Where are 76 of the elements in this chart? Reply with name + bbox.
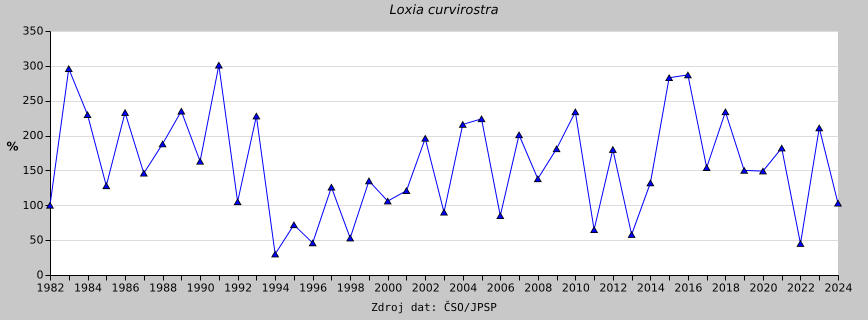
x-tick-label: 2018 xyxy=(712,282,740,294)
y-tick-label: 150 xyxy=(22,164,44,177)
y-tick-label: 250 xyxy=(22,94,44,108)
point xyxy=(515,132,523,138)
point xyxy=(384,198,392,204)
point xyxy=(778,144,786,152)
point xyxy=(722,108,730,116)
x-tick-label: 1996 xyxy=(299,282,328,294)
x-tick-label: 1992 xyxy=(224,282,252,294)
point xyxy=(702,164,710,171)
x-tick-label: 2022 xyxy=(786,282,815,294)
y-tick-label: 0 xyxy=(36,268,44,282)
text: Zdroj dat: ČSO/JPSP xyxy=(370,301,498,314)
y-tick-label: 200 xyxy=(22,129,44,142)
x-tick-label: 2024 xyxy=(824,282,852,294)
x-tick-label: 2006 xyxy=(486,282,515,294)
point xyxy=(215,62,223,68)
x-tick-label: 2014 xyxy=(636,282,665,294)
point xyxy=(552,146,560,152)
point xyxy=(252,112,260,120)
x-tick-label: 1990 xyxy=(186,282,215,294)
point xyxy=(628,231,636,238)
point xyxy=(308,240,316,246)
point xyxy=(290,222,298,228)
point xyxy=(478,116,486,122)
y-tick-label: 100 xyxy=(22,198,44,212)
chart-title: Loxia curvirostra xyxy=(389,3,499,18)
x-tick-label: 2000 xyxy=(374,282,402,294)
point xyxy=(346,234,354,242)
point xyxy=(178,108,186,114)
y-axis-title: % xyxy=(6,140,19,154)
point xyxy=(572,108,580,116)
x-tick-label: 1988 xyxy=(149,282,178,294)
point xyxy=(740,167,748,174)
x-tick-label: 2020 xyxy=(749,282,778,294)
point xyxy=(796,240,804,247)
point xyxy=(328,184,336,190)
y-tick-label: 350 xyxy=(22,24,44,38)
point xyxy=(46,202,54,209)
point xyxy=(684,72,692,78)
point xyxy=(440,208,448,216)
point xyxy=(834,200,842,206)
x-tick-label: 2002 xyxy=(412,282,440,294)
point xyxy=(234,198,242,206)
point xyxy=(665,74,673,82)
point xyxy=(140,170,148,177)
point xyxy=(421,135,429,142)
x-tick-label: 2008 xyxy=(524,282,552,294)
point xyxy=(609,146,617,153)
x-tick-label: 1984 xyxy=(74,282,102,294)
point xyxy=(646,180,654,186)
point xyxy=(158,140,166,148)
point xyxy=(121,109,129,116)
point xyxy=(271,250,279,258)
point xyxy=(459,121,467,128)
point xyxy=(815,124,823,132)
point xyxy=(590,226,598,233)
y-tick-label: 50 xyxy=(30,234,44,247)
x-tick-label: 2012 xyxy=(599,282,628,294)
point xyxy=(402,187,410,194)
point xyxy=(534,175,542,182)
x-tick-label: 1998 xyxy=(336,282,365,294)
x-tick-label: 2016 xyxy=(674,282,702,294)
point xyxy=(102,182,110,190)
x-tick-label: 1994 xyxy=(262,282,290,294)
point xyxy=(496,212,504,220)
point xyxy=(196,158,204,165)
point xyxy=(84,111,92,118)
y-tick-label: 300 xyxy=(22,59,44,72)
x-tick-label: 1982 xyxy=(36,282,64,294)
x-tick-label: 2004 xyxy=(449,282,478,294)
point xyxy=(65,65,73,72)
x-tick-label: 2010 xyxy=(562,282,590,294)
point xyxy=(759,168,767,174)
x-tick-label: 1986 xyxy=(112,282,140,294)
point xyxy=(365,178,373,184)
